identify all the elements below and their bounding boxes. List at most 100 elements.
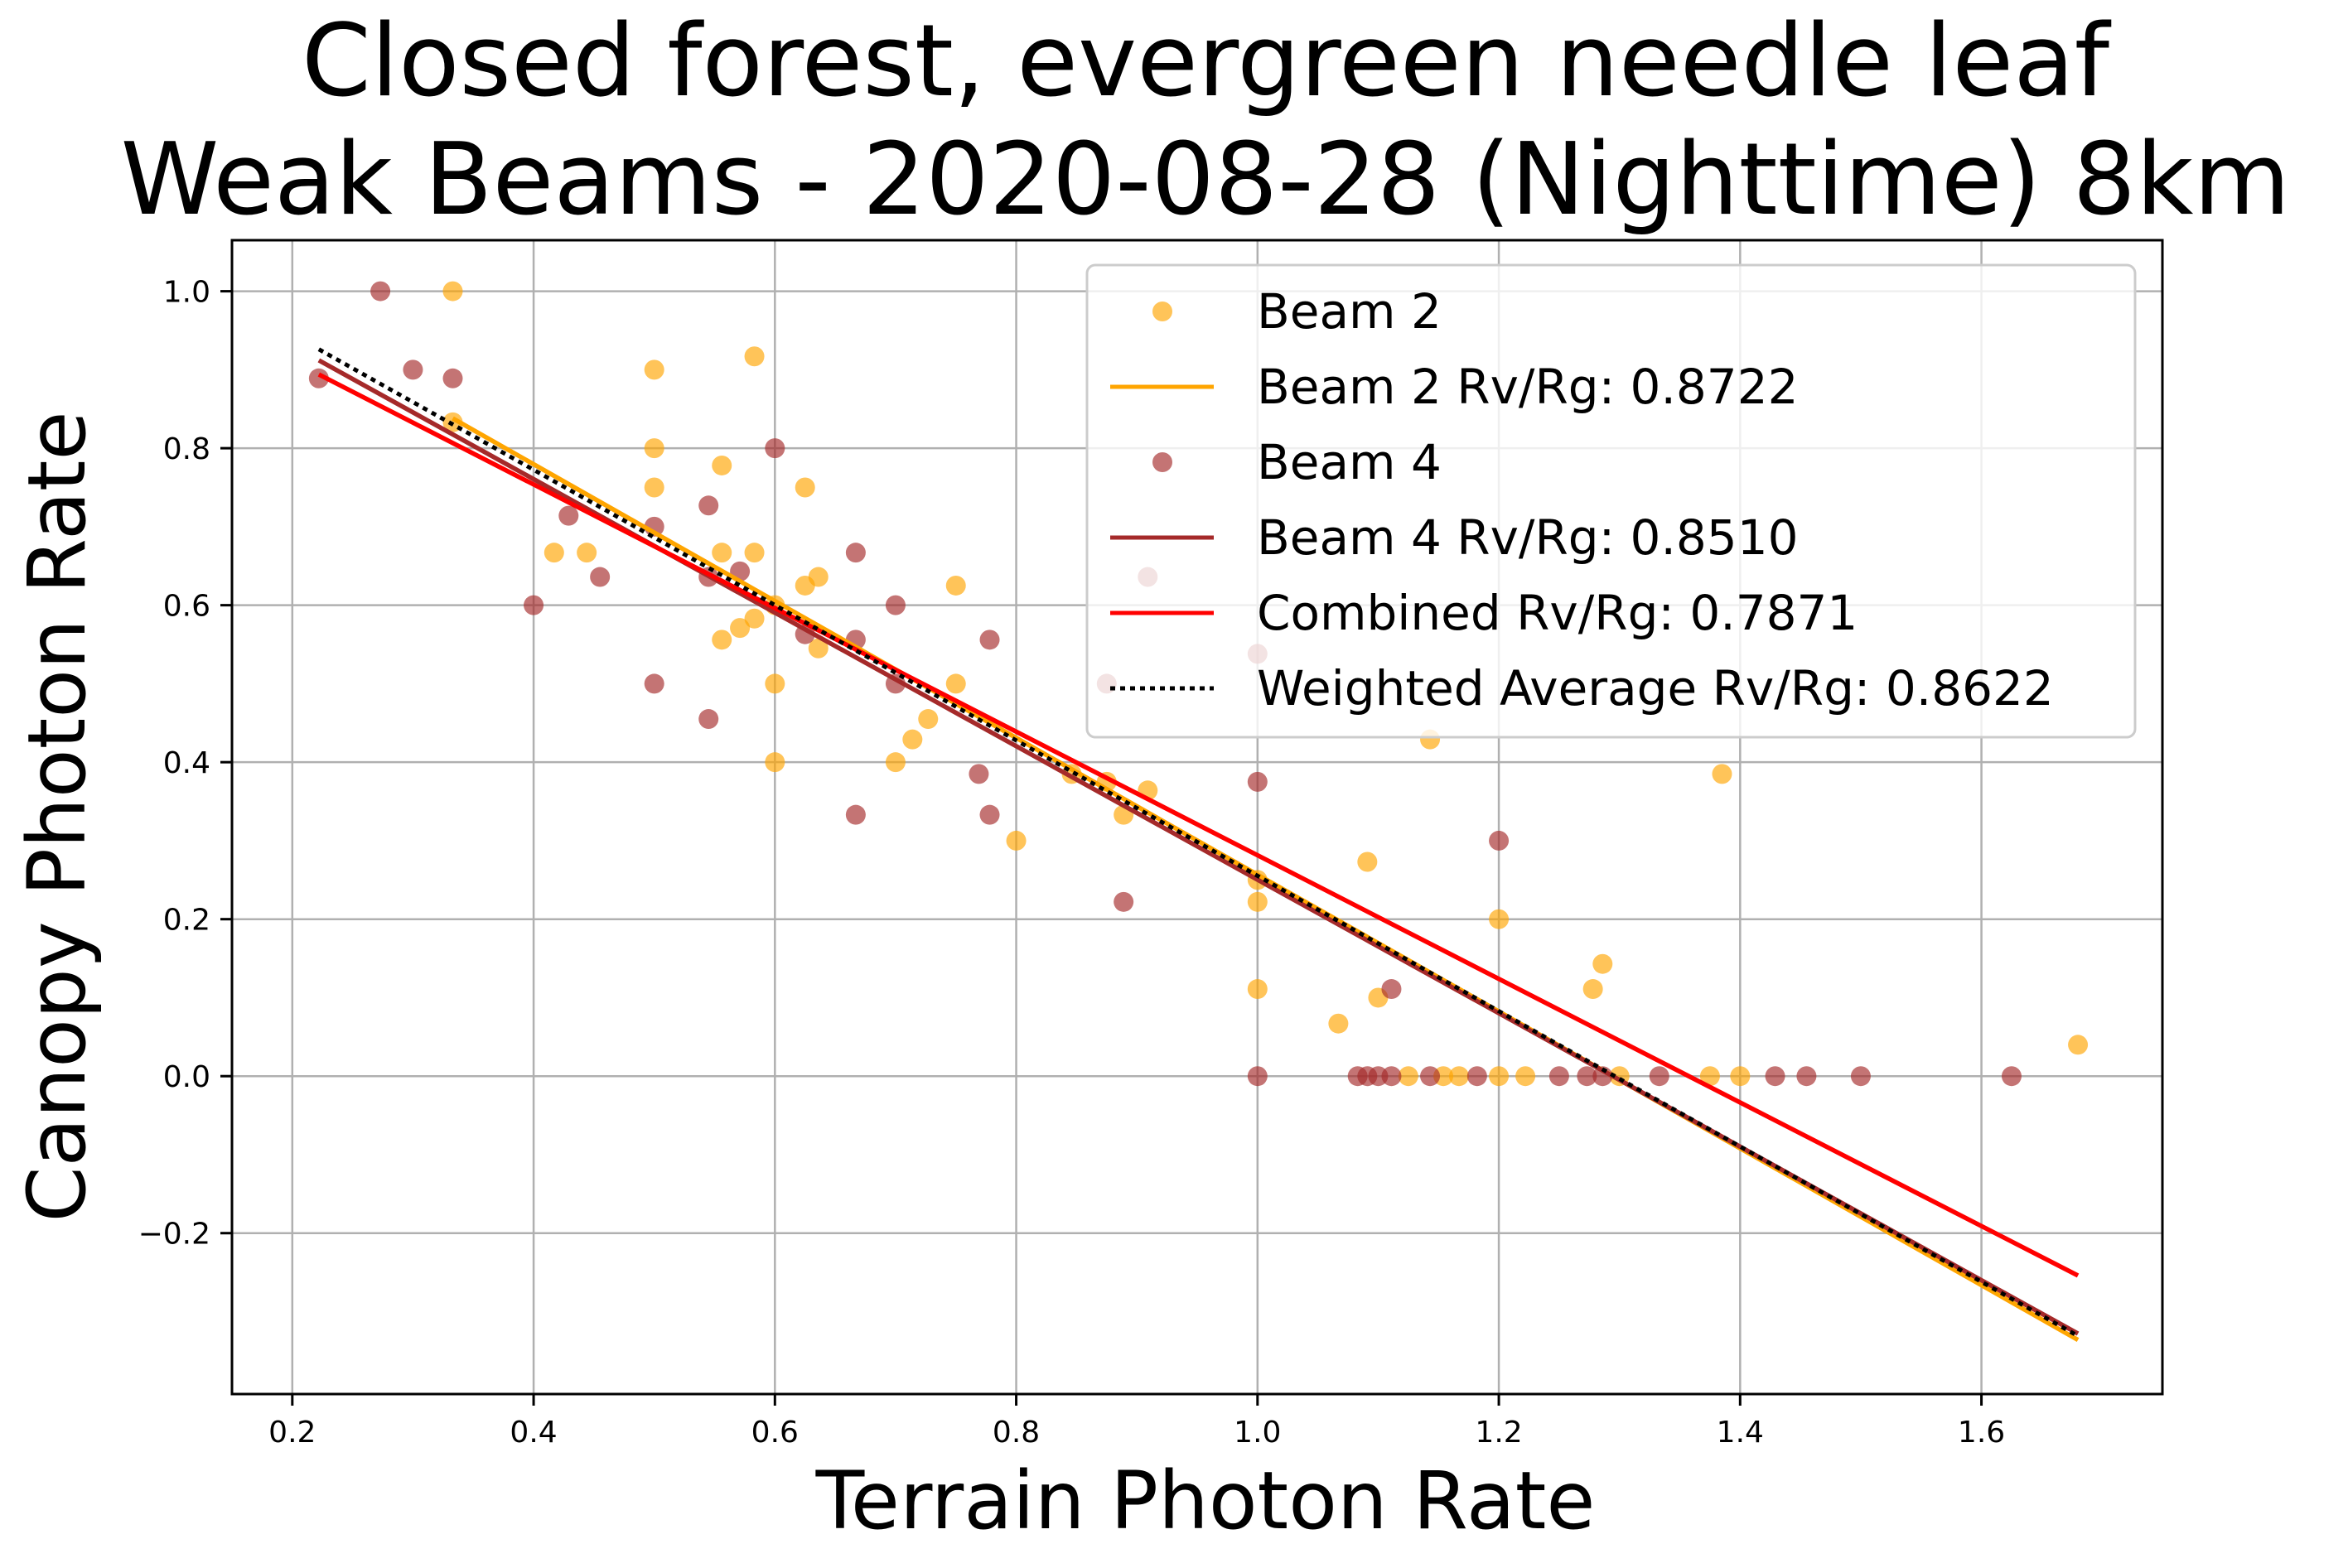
y-axis-ticks: −0.2 0.0 0.2 0.4 0.6 0.8 1.0	[138, 276, 232, 1252]
beam-4-point	[1548, 1066, 1569, 1087]
beam-4-point	[442, 368, 463, 388]
legend-box	[1085, 263, 2137, 739]
legend-entry-label: Weighted Average Rv/Rg: 0.8622	[1257, 660, 2054, 716]
beam-2-point	[1515, 1066, 1536, 1087]
beam-2-point	[902, 729, 923, 750]
beam-2-point	[744, 543, 765, 563]
beam-2-point	[644, 359, 664, 380]
beam-2-point	[2068, 1035, 2089, 1055]
beam-4-point	[979, 804, 1000, 825]
beam-4-point	[1466, 1066, 1487, 1087]
beam-4-point	[1114, 891, 1134, 912]
y-tick-label: 1.0	[163, 276, 210, 310]
beam-4-point	[979, 630, 1000, 650]
beam-4-point	[558, 505, 579, 526]
beam-4-point	[1420, 1066, 1441, 1087]
beam-4-point	[969, 764, 989, 784]
beam-2-point	[1357, 852, 1378, 872]
beam-2-point	[945, 673, 966, 694]
x-tick-label: 1.0	[1234, 1416, 1281, 1450]
beam-4-point	[795, 624, 815, 644]
beam-2-point	[795, 477, 815, 498]
beam-2-point	[918, 709, 939, 730]
beam-2-point	[808, 638, 829, 659]
y-tick-label: 0.2	[163, 904, 210, 938]
legend-entry-label: Beam 4 Rv/Rg: 0.8510	[1257, 509, 1799, 566]
x-axis-label: Terrain Photon Rate	[815, 1455, 1596, 1547]
beam-2-point	[577, 543, 597, 563]
beam-4-point	[590, 567, 611, 587]
beam-4-point	[370, 281, 391, 302]
axes-frame	[230, 239, 2164, 1396]
beam-2-point	[712, 630, 732, 650]
beam-4-point	[1850, 1066, 1871, 1087]
beam-4-point	[765, 438, 785, 459]
legend-entry-label: Beam 2 Rv/Rg: 0.8722	[1257, 359, 1799, 415]
y-tick-label: 0.6	[163, 590, 210, 624]
beam-4-point	[644, 673, 664, 694]
beam-4-point	[1765, 1066, 1785, 1087]
beam-2-point	[712, 455, 732, 475]
legend-marker	[1152, 452, 1172, 472]
beam-2-point	[1398, 1066, 1418, 1087]
beam-2-point	[544, 543, 564, 563]
beam-4-point	[403, 359, 423, 380]
beam-4-point	[885, 595, 906, 615]
x-tick-label: 1.6	[1958, 1416, 2005, 1450]
beam-2-point	[1699, 1066, 1720, 1087]
beam-4-point	[1247, 771, 1268, 792]
x-tick-label: 1.2	[1475, 1416, 1522, 1450]
beam-2-point	[1592, 953, 1613, 974]
beam-2-point	[765, 752, 785, 773]
legend-entry-label: Combined Rv/Rg: 0.7871	[1257, 585, 1858, 641]
combined-rv-rg-0-7871-line	[317, 372, 2080, 1278]
beam-2-point	[744, 346, 765, 367]
y-tick-label: 0.4	[163, 746, 210, 780]
beam-2-point	[808, 567, 829, 587]
beam-4-point	[1489, 830, 1510, 851]
beam-4-point	[845, 804, 866, 825]
legend-entry-label: Beam 2	[1257, 283, 1442, 340]
chart-title-line-2: Weak Beams - 2020-08-28 (Nighttime) 8km	[121, 123, 2291, 238]
beam-2-point	[744, 608, 765, 629]
beam-4-point	[2001, 1066, 2022, 1087]
beam-2-point	[1489, 909, 1510, 929]
beam-4-point	[524, 595, 544, 615]
beam-2-point	[1449, 1066, 1470, 1087]
y-tick-label: 0.0	[163, 1060, 210, 1094]
beam-4-point	[1649, 1066, 1669, 1087]
y-tick-label: −0.2	[138, 1218, 210, 1252]
beam-2-point	[442, 281, 463, 302]
y-axis-label: Canopy Photon Rate	[11, 411, 104, 1222]
beam-2-point	[712, 543, 732, 563]
beam-4-point	[698, 495, 719, 516]
beam-2-point	[1730, 1066, 1751, 1087]
beam-2-point	[730, 618, 751, 639]
beam-2-point	[1247, 891, 1268, 912]
x-tick-label: 0.8	[993, 1416, 1040, 1450]
legend-marker	[1152, 302, 1172, 321]
beam-4-point	[1577, 1066, 1597, 1087]
beam-4-point	[1381, 1066, 1402, 1087]
chart-title-line-1: Closed forest, evergreen needle leaf	[302, 4, 2112, 119]
legend-entry-label: Beam 4	[1257, 434, 1442, 490]
beam-2-point	[644, 438, 664, 459]
x-tick-label: 1.4	[1717, 1416, 1764, 1450]
beam-4-point	[1796, 1066, 1817, 1087]
beam-2-point	[765, 673, 785, 694]
beam-2-point	[945, 575, 966, 596]
beam-2-point	[1582, 979, 1603, 1000]
beam-4-point	[698, 709, 719, 730]
weighted-average-rv-rg-0-8622-line	[317, 347, 2080, 1339]
x-tick-label: 0.4	[510, 1416, 557, 1450]
beam-4-point	[1381, 979, 1402, 1000]
beam-2-point	[1489, 1066, 1510, 1087]
beam-2-point	[1247, 979, 1268, 1000]
y-tick-label: 0.8	[163, 432, 210, 466]
beam-4-point	[1247, 1066, 1268, 1087]
beam-2-point	[1328, 1013, 1349, 1034]
x-tick-label: 0.2	[268, 1416, 316, 1450]
beam-4-point	[845, 543, 866, 563]
